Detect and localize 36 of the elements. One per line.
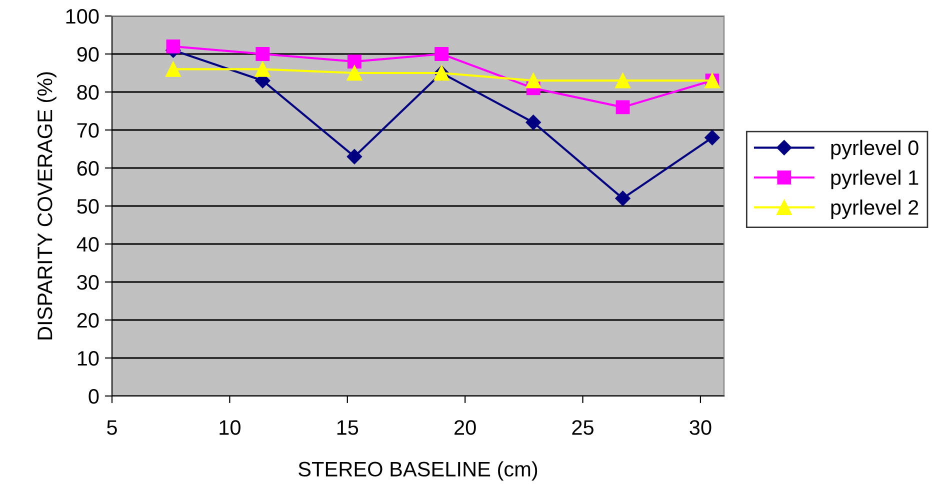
point — [704, 130, 720, 146]
point — [615, 190, 630, 206]
point — [166, 62, 181, 77]
x-tick-label: 20 — [454, 420, 476, 435]
legend-label: pyrlevel 2 — [831, 200, 918, 219]
y-tick-label: 100 — [66, 9, 99, 24]
x-axis-title: STEREO BASELINE (cm) — [298, 461, 538, 481]
point — [255, 62, 270, 77]
y-tick-label: 50 — [77, 199, 99, 214]
y-tick-label: 20 — [77, 313, 99, 328]
y-tick-label: 0 — [88, 389, 99, 404]
point — [346, 149, 362, 164]
point — [526, 72, 541, 88]
point — [346, 65, 362, 81]
legend-label: pyrlevel 0 — [831, 140, 918, 160]
y-tick-label: 80 — [77, 85, 99, 100]
x-tick-label: 15 — [337, 420, 358, 435]
legend-label: pyrlevel 1 — [831, 170, 918, 190]
point — [434, 47, 448, 61]
y-tick-label: 60 — [77, 161, 99, 176]
y-tick-label: 70 — [77, 123, 99, 138]
point — [616, 100, 630, 114]
x-tick-label: 25 — [572, 420, 594, 435]
point — [166, 39, 180, 54]
point — [256, 47, 270, 61]
y-tick-label: 40 — [76, 237, 99, 252]
x-tick-label: 30 — [690, 420, 712, 435]
x-tick-label: 5 — [107, 420, 117, 435]
y-tick-label: 30 — [77, 275, 99, 290]
point — [615, 72, 630, 88]
y-tick-label: 10 — [78, 351, 99, 366]
y-axis-title: DISPARITY COVERAGE (%) — [36, 72, 56, 340]
point — [526, 114, 541, 130]
point — [348, 54, 362, 69]
x-tick-label: 10 — [220, 420, 240, 435]
y-tick-label: 90 — [77, 47, 99, 62]
